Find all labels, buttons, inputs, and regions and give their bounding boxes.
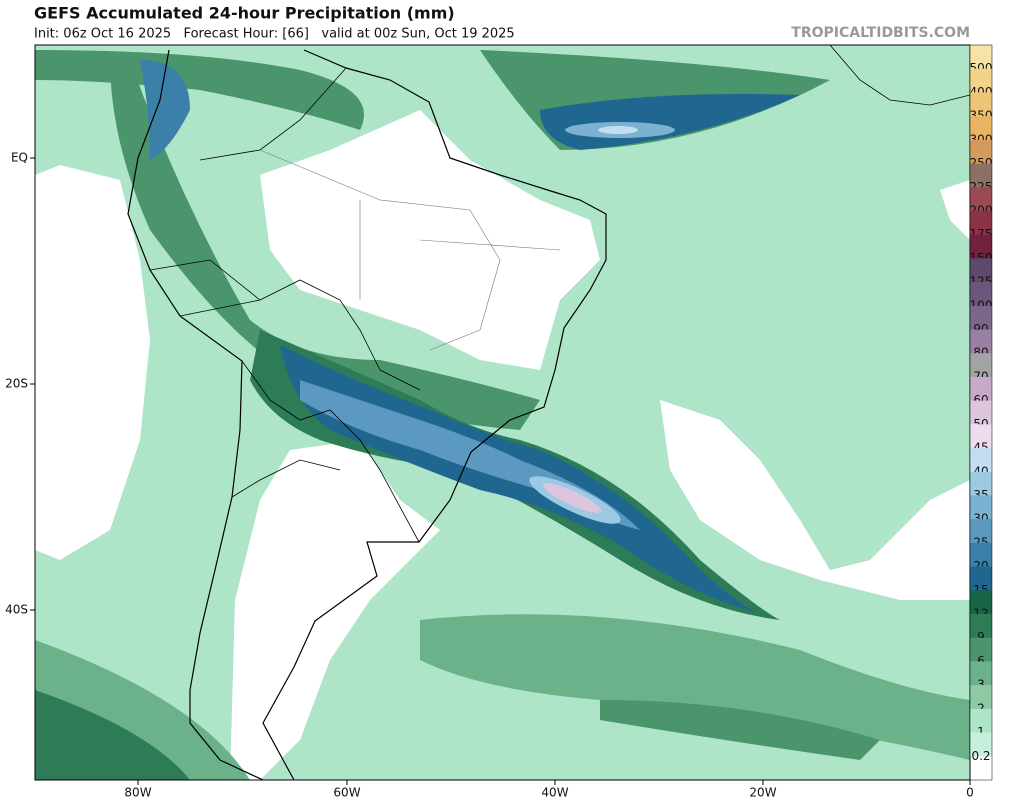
colorbar-swatch	[970, 471, 992, 496]
colorbar-swatch	[970, 305, 992, 330]
colorbar-swatch	[970, 376, 992, 401]
colorbar-swatch	[970, 187, 992, 212]
lat-label: 20S	[5, 377, 28, 391]
colorbar-swatch	[970, 139, 992, 164]
colorbar-swatch	[970, 258, 992, 283]
lat-label: 40S	[5, 603, 28, 617]
site-credit: TROPICALTIDBITS.COM	[791, 25, 970, 41]
axes: EQ 20S 40S 80W 60W 40W 20W 0	[5, 151, 974, 800]
colorbar-swatch	[970, 282, 992, 307]
title: GEFS Accumulated 24-hour Precipitation (…	[34, 4, 455, 23]
colorbar-label: 9	[977, 630, 985, 644]
colorbar-swatch	[970, 661, 992, 686]
lon-label: 80W	[124, 786, 151, 800]
colorbar-swatch	[970, 234, 992, 259]
colorbar-swatch	[970, 210, 992, 235]
colorbar-swatch	[970, 685, 992, 710]
colorbar-swatch	[970, 590, 992, 615]
lon-label: 40W	[541, 786, 568, 800]
colorbar-swatch	[970, 448, 992, 473]
colorbar-swatch	[970, 116, 992, 141]
colorbar-label: 2	[977, 701, 985, 715]
lon-label: 60W	[333, 786, 360, 800]
colorbar-swatch	[970, 614, 992, 639]
colorbar-swatch	[970, 329, 992, 354]
colorbar-swatch	[970, 68, 992, 93]
colorbar-swatch	[970, 732, 992, 757]
colorbar-label: 0.2	[971, 749, 990, 763]
colorbar-swatch	[970, 542, 992, 567]
colorbar-swatch	[970, 163, 992, 188]
colorbar-swatch	[970, 45, 992, 70]
colorbar-swatch	[970, 353, 992, 378]
map	[35, 45, 970, 780]
colorbar-label: 1	[977, 725, 985, 739]
lat-label: EQ	[11, 151, 28, 165]
colorbar-swatch	[970, 495, 992, 520]
lon-label: 0	[966, 786, 974, 800]
colorbar-swatch	[970, 519, 992, 544]
colorbar-swatch	[970, 708, 992, 733]
colorbar-swatch	[970, 566, 992, 591]
subtitle: Init: 06z Oct 16 2025 Forecast Hour: [66…	[34, 27, 515, 42]
colorbar-label: 6	[977, 654, 985, 668]
colorbar-label: 3	[977, 678, 985, 692]
lon-label: 20W	[749, 786, 776, 800]
colorbar: 5004003503002502252001751501251009080706…	[969, 44, 993, 781]
colorbar-swatch	[970, 637, 992, 662]
colorbar-frame	[969, 44, 993, 781]
colorbar-swatch	[970, 92, 992, 117]
colorbar-swatch	[970, 400, 992, 425]
colorbar-swatch	[970, 424, 992, 449]
